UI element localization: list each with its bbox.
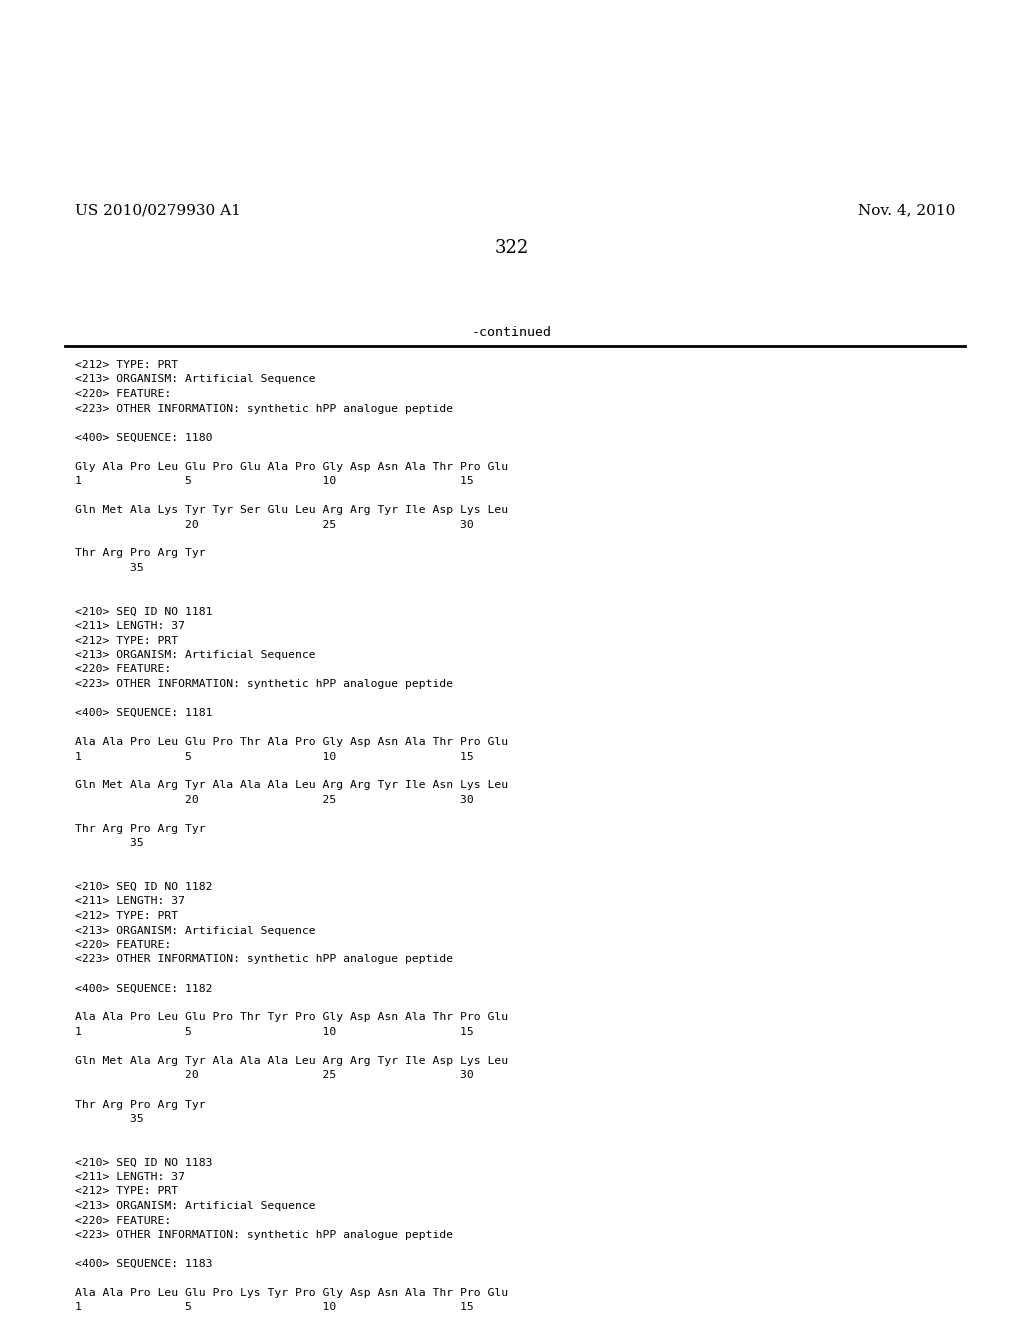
Text: <220> FEATURE:: <220> FEATURE: bbox=[75, 1216, 171, 1225]
Text: <223> OTHER INFORMATION: synthetic hPP analogue peptide: <223> OTHER INFORMATION: synthetic hPP a… bbox=[75, 404, 454, 413]
Text: <212> TYPE: PRT: <212> TYPE: PRT bbox=[75, 1187, 178, 1196]
Text: 20                  25                  30: 20 25 30 bbox=[75, 520, 474, 529]
Text: 322: 322 bbox=[495, 239, 529, 257]
Text: 20                  25                  30: 20 25 30 bbox=[75, 795, 474, 805]
Text: 20                  25                  30: 20 25 30 bbox=[75, 1071, 474, 1081]
Text: <220> FEATURE:: <220> FEATURE: bbox=[75, 664, 171, 675]
Text: Thr Arg Pro Arg Tyr: Thr Arg Pro Arg Tyr bbox=[75, 1100, 206, 1110]
Text: US 2010/0279930 A1: US 2010/0279930 A1 bbox=[75, 203, 241, 216]
Text: <213> ORGANISM: Artificial Sequence: <213> ORGANISM: Artificial Sequence bbox=[75, 375, 315, 384]
Text: <210> SEQ ID NO 1182: <210> SEQ ID NO 1182 bbox=[75, 882, 213, 892]
Text: 35: 35 bbox=[75, 838, 143, 849]
Text: <223> OTHER INFORMATION: synthetic hPP analogue peptide: <223> OTHER INFORMATION: synthetic hPP a… bbox=[75, 1230, 454, 1239]
Text: <210> SEQ ID NO 1181: <210> SEQ ID NO 1181 bbox=[75, 606, 213, 616]
Text: Gln Met Ala Lys Tyr Tyr Ser Glu Leu Arg Arg Tyr Ile Asp Lys Leu: Gln Met Ala Lys Tyr Tyr Ser Glu Leu Arg … bbox=[75, 506, 508, 515]
Text: <223> OTHER INFORMATION: synthetic hPP analogue peptide: <223> OTHER INFORMATION: synthetic hPP a… bbox=[75, 678, 454, 689]
Text: <213> ORGANISM: Artificial Sequence: <213> ORGANISM: Artificial Sequence bbox=[75, 1201, 315, 1210]
Text: <400> SEQUENCE: 1182: <400> SEQUENCE: 1182 bbox=[75, 983, 213, 994]
Text: <220> FEATURE:: <220> FEATURE: bbox=[75, 940, 171, 950]
Text: <212> TYPE: PRT: <212> TYPE: PRT bbox=[75, 911, 178, 921]
Text: Gln Met Ala Arg Tyr Ala Ala Ala Leu Arg Arg Tyr Ile Asp Lys Leu: Gln Met Ala Arg Tyr Ala Ala Ala Leu Arg … bbox=[75, 1056, 508, 1067]
Text: <220> FEATURE:: <220> FEATURE: bbox=[75, 389, 171, 399]
Text: 1               5                   10                  15: 1 5 10 15 bbox=[75, 1303, 474, 1312]
Text: Ala Ala Pro Leu Glu Pro Thr Ala Pro Gly Asp Asn Ala Thr Pro Glu: Ala Ala Pro Leu Glu Pro Thr Ala Pro Gly … bbox=[75, 737, 508, 747]
Text: Gln Met Ala Arg Tyr Ala Ala Ala Leu Arg Arg Tyr Ile Asn Lys Leu: Gln Met Ala Arg Tyr Ala Ala Ala Leu Arg … bbox=[75, 780, 508, 791]
Text: <400> SEQUENCE: 1181: <400> SEQUENCE: 1181 bbox=[75, 708, 213, 718]
Text: Thr Arg Pro Arg Tyr: Thr Arg Pro Arg Tyr bbox=[75, 549, 206, 558]
Text: 1               5                   10                  15: 1 5 10 15 bbox=[75, 477, 474, 486]
Text: Gly Ala Pro Leu Glu Pro Glu Ala Pro Gly Asp Asn Ala Thr Pro Glu: Gly Ala Pro Leu Glu Pro Glu Ala Pro Gly … bbox=[75, 462, 508, 471]
Text: Thr Arg Pro Arg Tyr: Thr Arg Pro Arg Tyr bbox=[75, 824, 206, 834]
Text: <211> LENGTH: 37: <211> LENGTH: 37 bbox=[75, 620, 185, 631]
Text: <400> SEQUENCE: 1183: <400> SEQUENCE: 1183 bbox=[75, 1259, 213, 1269]
Text: <211> LENGTH: 37: <211> LENGTH: 37 bbox=[75, 896, 185, 907]
Text: <213> ORGANISM: Artificial Sequence: <213> ORGANISM: Artificial Sequence bbox=[75, 649, 315, 660]
Text: Ala Ala Pro Leu Glu Pro Lys Tyr Pro Gly Asp Asn Ala Thr Pro Glu: Ala Ala Pro Leu Glu Pro Lys Tyr Pro Gly … bbox=[75, 1288, 508, 1298]
Text: 1               5                   10                  15: 1 5 10 15 bbox=[75, 1027, 474, 1038]
Text: <211> LENGTH: 37: <211> LENGTH: 37 bbox=[75, 1172, 185, 1181]
Text: Ala Ala Pro Leu Glu Pro Thr Tyr Pro Gly Asp Asn Ala Thr Pro Glu: Ala Ala Pro Leu Glu Pro Thr Tyr Pro Gly … bbox=[75, 1012, 508, 1023]
Text: <400> SEQUENCE: 1180: <400> SEQUENCE: 1180 bbox=[75, 433, 213, 442]
Text: 35: 35 bbox=[75, 564, 143, 573]
Text: <210> SEQ ID NO 1183: <210> SEQ ID NO 1183 bbox=[75, 1158, 213, 1167]
Text: <223> OTHER INFORMATION: synthetic hPP analogue peptide: <223> OTHER INFORMATION: synthetic hPP a… bbox=[75, 954, 454, 965]
Text: Nov. 4, 2010: Nov. 4, 2010 bbox=[858, 203, 955, 216]
Text: 1               5                   10                  15: 1 5 10 15 bbox=[75, 751, 474, 762]
Text: <212> TYPE: PRT: <212> TYPE: PRT bbox=[75, 635, 178, 645]
Text: <212> TYPE: PRT: <212> TYPE: PRT bbox=[75, 360, 178, 370]
Text: <213> ORGANISM: Artificial Sequence: <213> ORGANISM: Artificial Sequence bbox=[75, 925, 315, 936]
Text: -continued: -continued bbox=[472, 326, 552, 339]
Text: 35: 35 bbox=[75, 1114, 143, 1125]
